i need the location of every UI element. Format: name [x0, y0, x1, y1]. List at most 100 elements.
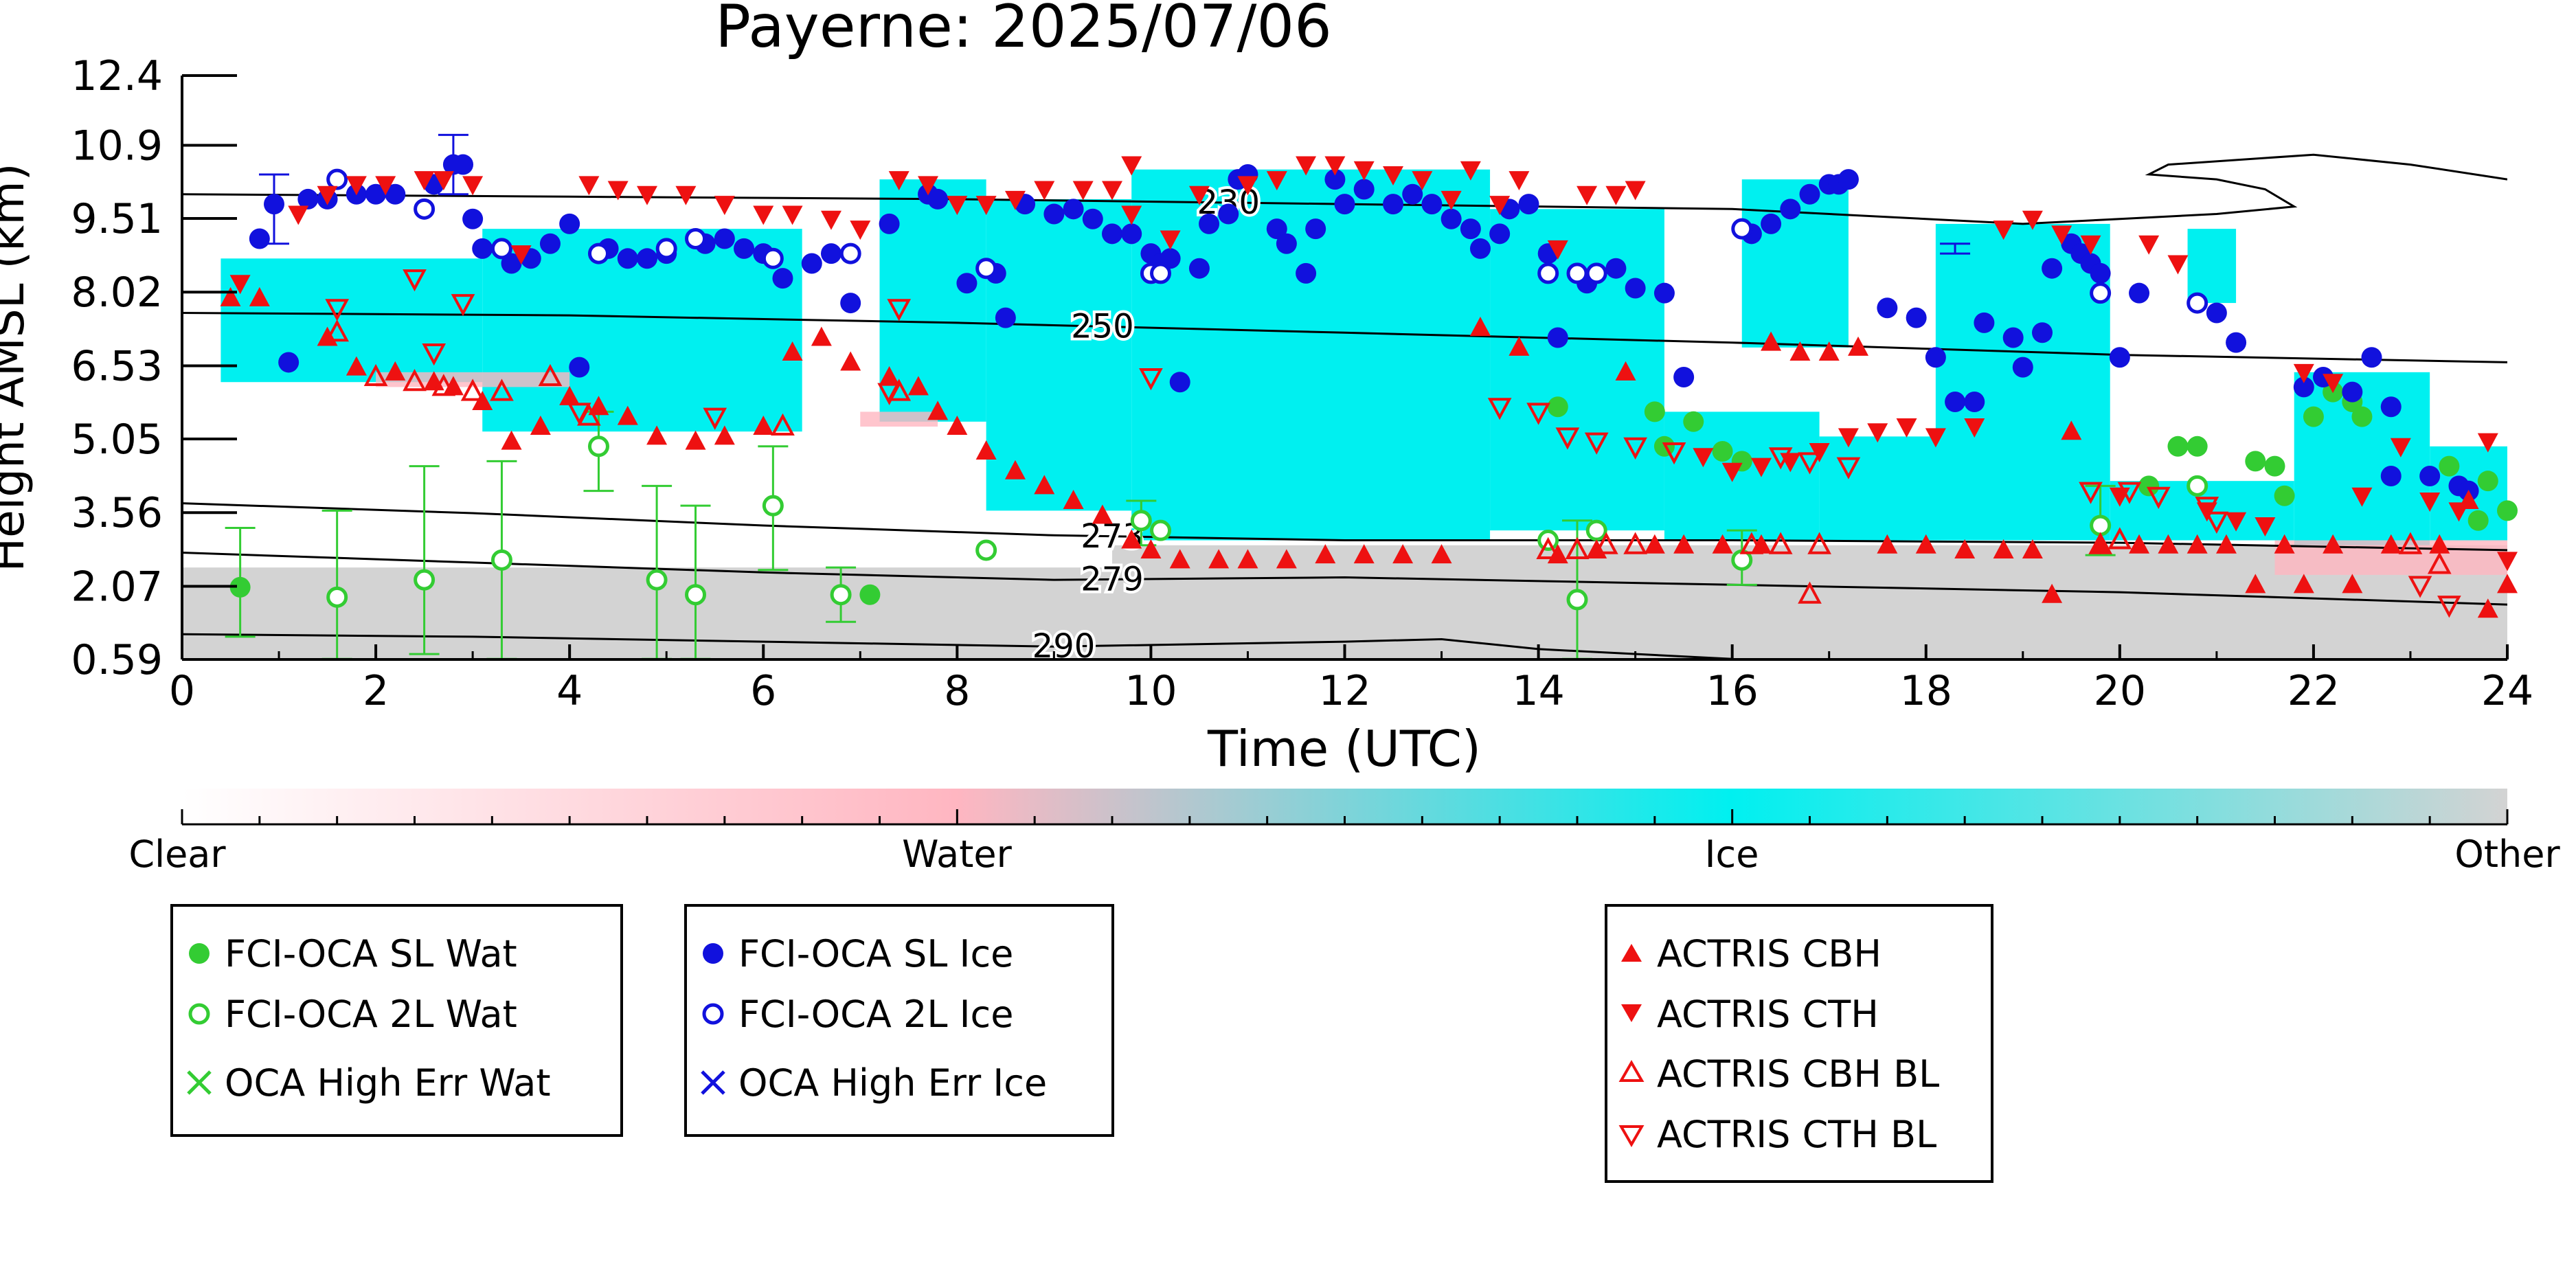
point-actris-cbh-57 [2042, 583, 2063, 603]
point-actris-cbh-bl-4 [460, 379, 485, 401]
point-actris-cbh-18 [811, 326, 832, 346]
point-fci-oca-sl-ice-71 [1625, 278, 1646, 299]
point-fci-oca-sl-wat-2 [1547, 396, 1568, 418]
point-fci-oca-2l-wat-9 [1130, 510, 1152, 532]
point-actris-cbh-43 [1615, 361, 1636, 381]
point-actris-cth-bl-7 [887, 299, 912, 321]
point-actris-cth-bl-12 [1584, 432, 1609, 455]
point-fci-oca-sl-ice-82 [1906, 307, 1927, 328]
point-actris-cbh-31 [1169, 549, 1190, 569]
point-actris-cth-41 [1547, 240, 1568, 260]
point-fci-oca-sl-ice-3 [297, 188, 319, 210]
point-actris-cth-35 [1383, 166, 1404, 185]
point-actris-cth-bl-21 [2195, 497, 2219, 519]
x-axis-label: Time (UTC) [1207, 720, 1481, 778]
point-fci-oca-sl-ice-38 [1063, 199, 1084, 220]
colorbar-ticks [181, 809, 2509, 824]
x-tick-label-22: 22 [2287, 667, 2340, 715]
legend-marker-2l-wat [188, 1003, 210, 1025]
point-fci-oca-sl-ice-97 [2206, 302, 2227, 324]
x-tick-label-0: 0 [169, 667, 195, 715]
chart-title: Payerne: 2025/07/06 [715, 0, 1332, 61]
point-actris-cth-6 [433, 171, 454, 191]
y-tick-label-2.07: 2.07 [71, 563, 163, 611]
x-tick-label-4: 4 [556, 667, 583, 715]
point-actris-cth-44 [1625, 181, 1646, 201]
point-fci-oca-2l-ice-15 [2090, 282, 2112, 304]
point-actris-cbh-28 [1092, 504, 1113, 524]
point-actris-cbh-bl-11 [1565, 536, 1590, 559]
point-fci-oca-sl-ice-62 [1460, 218, 1481, 240]
point-actris-cth-3 [346, 176, 367, 196]
point-actris-cbh-23 [947, 416, 968, 436]
point-actris-cbh-21 [907, 376, 929, 396]
point-fci-oca-sl-ice-90 [2042, 258, 2063, 279]
y-tick-label-9.51: 9.51 [71, 195, 163, 243]
point-actris-cbh-32 [1208, 549, 1230, 569]
legend-actris: ACTRIS CBH ACTRIS CTH ACTRIS CBH BL ACTR… [1605, 904, 1993, 1183]
point-actris-cbh-47 [1750, 534, 1772, 554]
point-actris-cbh-bl-8 [771, 413, 795, 436]
point-fci-oca-2l-wat-1 [414, 569, 436, 591]
legend-marker-cbh [1621, 944, 1642, 962]
point-actris-cbh-61 [2158, 534, 2179, 554]
point-fci-oca-sl-ice-35 [995, 307, 1016, 328]
point-actris-cth-21 [975, 196, 997, 216]
point-actris-cbh-8 [501, 430, 522, 450]
legend-label-higherr-wat: OCA High Err Wat [225, 1061, 551, 1105]
point-fci-oca-2l-wat-12 [1566, 589, 1588, 611]
point-actris-cth-bl-4 [567, 403, 591, 425]
point-fci-oca-sl-wat-14 [2303, 406, 2324, 427]
point-fci-oca-2l-ice-2 [490, 238, 512, 260]
point-fci-oca-sl-ice-44 [1160, 248, 1181, 269]
point-fci-oca-sl-ice-85 [1964, 392, 1985, 413]
point-actris-cth-69 [2419, 492, 2441, 512]
point-actris-cth-18 [888, 171, 909, 191]
point-fci-oca-sl-wat-18 [2439, 455, 2460, 477]
colorbar: Clear Water Ice Other [128, 789, 2560, 876]
point-fci-oca-sl-wat-5 [1683, 411, 1704, 432]
point-fci-oca-sl-ice-51 [1266, 218, 1287, 240]
error-bar-fci-oca-sl-ice-2 [1940, 242, 1971, 255]
point-actris-cth-40 [1509, 171, 1530, 191]
point-actris-cbh-bl-17 [1798, 581, 1822, 604]
point-actris-cth-61 [2167, 255, 2189, 275]
point-actris-cbh-51 [1848, 336, 1869, 356]
point-actris-cbh-68 [2342, 574, 2363, 594]
point-actris-cth-15 [782, 205, 803, 225]
point-actris-cth-71 [2477, 433, 2498, 453]
point-actris-cbh-bl-16 [1807, 532, 1831, 554]
point-fci-oca-sl-ice-13 [501, 253, 522, 274]
isotherm-230 [182, 153, 2507, 225]
point-actris-cth-bl-19 [2117, 482, 2142, 504]
point-actris-cth-bl-18 [2079, 482, 2103, 504]
point-actris-cbh-10 [559, 385, 580, 405]
colorbar-label-ice: Ice [1705, 833, 1759, 876]
point-actris-cth-50 [1838, 428, 1859, 448]
point-fci-oca-sl-ice-48 [1218, 203, 1239, 225]
point-actris-cbh-bl-5 [490, 379, 514, 401]
point-actris-cth-26 [1121, 205, 1142, 225]
point-fci-oca-sl-ice-2 [278, 352, 300, 373]
x-tick-label-12: 12 [1318, 667, 1370, 715]
point-fci-oca-sl-ice-58 [1383, 194, 1404, 215]
x-tick-label-18: 18 [1900, 667, 1952, 715]
point-actris-cth-56 [2022, 210, 2043, 230]
point-actris-cbh-62 [2187, 534, 2208, 554]
point-actris-cth-19 [918, 176, 939, 196]
point-fci-oca-sl-ice-16 [559, 213, 580, 234]
point-fci-oca-sl-ice-57 [1353, 179, 1375, 200]
legend-label-sl-wat: FCI-OCA SL Wat [225, 932, 517, 975]
point-actris-cbh-70 [2429, 534, 2450, 554]
point-actris-cth-bl-3 [422, 343, 447, 366]
point-fci-oca-sl-ice-53 [1296, 262, 1317, 284]
point-actris-cbh-20 [879, 366, 900, 386]
point-fci-oca-sl-ice-80 [1838, 169, 1859, 190]
point-fci-oca-sl-ice-46 [1188, 258, 1210, 279]
point-actris-cbh-52 [1877, 534, 1898, 554]
ice-region-5 [1490, 209, 1664, 531]
point-fci-oca-sl-ice-1 [263, 194, 284, 215]
point-actris-cth-5 [414, 171, 435, 191]
point-actris-cbh-26 [1034, 475, 1055, 495]
point-fci-oca-2l-wat-6 [762, 495, 784, 517]
